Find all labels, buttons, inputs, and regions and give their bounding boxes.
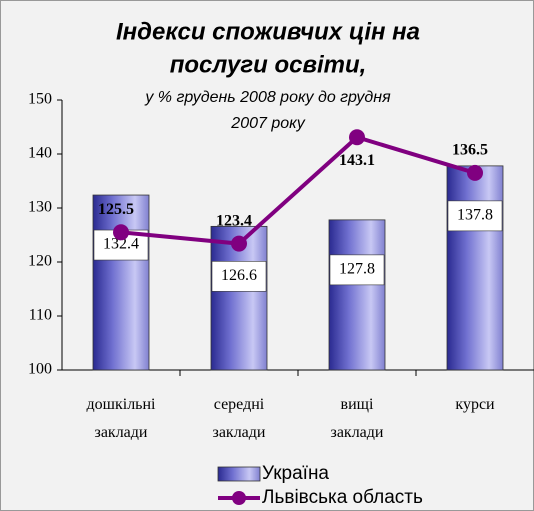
legend-label: Львівська область bbox=[262, 487, 423, 508]
x-tick-label: вищі заклади bbox=[331, 396, 384, 441]
x-tick-label: курси bbox=[455, 396, 495, 413]
bar bbox=[328, 219, 386, 371]
value-label: 143.1 bbox=[339, 152, 375, 169]
chart-subtitle: у % грудень 2008 року до грудня bbox=[144, 89, 391, 106]
chart-title: Індекси споживчих цін на bbox=[116, 18, 420, 45]
line-marker bbox=[349, 129, 365, 146]
x-tick-label: середні заклади bbox=[213, 396, 266, 441]
legend-label: Україна bbox=[262, 463, 329, 484]
y-tick-label: 130 bbox=[28, 199, 52, 216]
x-tick-label: дошкільні заклади bbox=[87, 396, 157, 441]
line bbox=[120, 135, 476, 246]
value-label-box bbox=[329, 254, 385, 286]
line-marker bbox=[467, 164, 483, 181]
line-marker bbox=[231, 235, 247, 252]
y-tick-label: 150 bbox=[28, 91, 52, 108]
value-label-box bbox=[211, 261, 267, 292]
y-tick-label: 100 bbox=[28, 361, 52, 378]
value-label: 126.6 bbox=[221, 267, 257, 284]
bar bbox=[92, 194, 150, 371]
value-label: 136.5 bbox=[452, 142, 488, 159]
bar bbox=[446, 165, 504, 371]
y-tick-label: 110 bbox=[29, 307, 52, 324]
y-tick-label: 140 bbox=[28, 145, 52, 162]
value-label: 125.5 bbox=[98, 201, 134, 218]
legend-swatch bbox=[217, 466, 261, 482]
value-label: 132.4 bbox=[103, 236, 139, 253]
y-tick-label: 120 bbox=[28, 253, 52, 270]
value-label: 127.8 bbox=[339, 261, 375, 278]
value-label: 123.4 bbox=[216, 212, 252, 229]
value-label: 137.8 bbox=[457, 207, 493, 224]
chart-subtitle: 2007 року bbox=[230, 115, 305, 132]
value-label-box bbox=[447, 200, 503, 232]
legend-swatch bbox=[232, 491, 246, 505]
chart-title: послуги освіти, bbox=[170, 51, 367, 78]
line-marker bbox=[113, 224, 129, 241]
